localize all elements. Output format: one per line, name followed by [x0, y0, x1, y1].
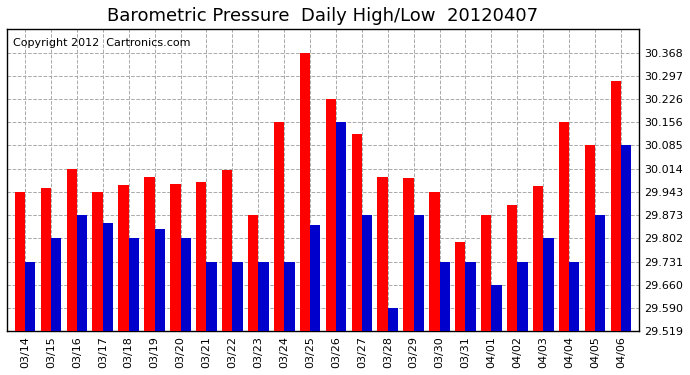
Bar: [584, 146, 595, 331]
Bar: [222, 170, 233, 331]
Bar: [274, 122, 284, 331]
Bar: [284, 262, 295, 331]
Bar: [621, 146, 631, 331]
Bar: [66, 169, 77, 331]
Bar: [414, 215, 424, 331]
Bar: [248, 215, 258, 331]
Bar: [466, 262, 476, 331]
Bar: [196, 182, 206, 331]
Bar: [481, 215, 491, 331]
Bar: [440, 262, 450, 331]
Bar: [155, 229, 165, 331]
Bar: [51, 238, 61, 331]
Bar: [299, 53, 310, 331]
Bar: [92, 192, 103, 331]
Bar: [569, 262, 580, 331]
Bar: [388, 308, 398, 331]
Bar: [377, 177, 388, 331]
Bar: [326, 99, 336, 331]
Bar: [129, 238, 139, 331]
Bar: [14, 192, 25, 331]
Bar: [429, 192, 440, 331]
Bar: [518, 262, 528, 331]
Bar: [181, 238, 191, 331]
Bar: [351, 134, 362, 331]
Bar: [170, 184, 181, 331]
Bar: [362, 215, 372, 331]
Bar: [25, 262, 35, 331]
Bar: [103, 223, 113, 331]
Bar: [144, 177, 155, 331]
Bar: [336, 122, 346, 331]
Bar: [233, 262, 243, 331]
Bar: [533, 186, 543, 331]
Bar: [455, 242, 466, 331]
Bar: [258, 262, 268, 331]
Bar: [206, 262, 217, 331]
Bar: [119, 185, 129, 331]
Bar: [491, 285, 502, 331]
Bar: [310, 225, 320, 331]
Bar: [559, 122, 569, 331]
Bar: [41, 188, 51, 331]
Bar: [404, 178, 414, 331]
Bar: [595, 215, 605, 331]
Text: Copyright 2012  Cartronics.com: Copyright 2012 Cartronics.com: [13, 38, 190, 48]
Bar: [543, 238, 553, 331]
Bar: [77, 215, 87, 331]
Title: Barometric Pressure  Daily High/Low  20120407: Barometric Pressure Daily High/Low 20120…: [108, 7, 539, 25]
Bar: [507, 204, 518, 331]
Bar: [611, 81, 621, 331]
